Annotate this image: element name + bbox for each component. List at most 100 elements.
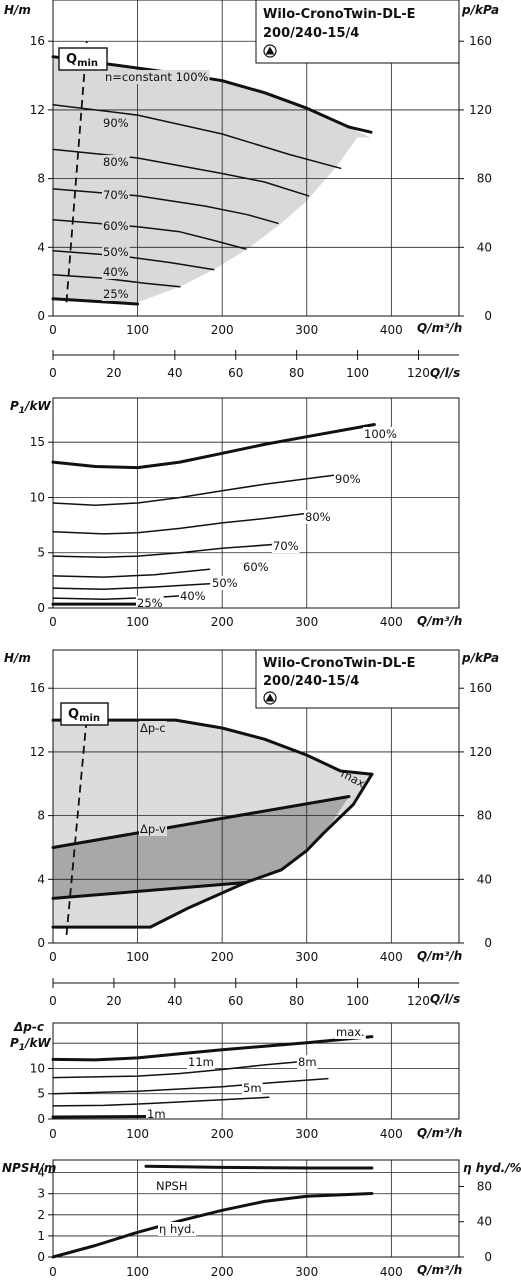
control-power-x-tick: 100: [126, 1127, 149, 1141]
head-y2-tick: 160: [469, 34, 492, 48]
efficiency-axis-label: η hyd./%: [463, 1161, 521, 1175]
control-x-tick: 300: [295, 950, 318, 964]
control-curve-label: Δp-c: [140, 721, 166, 735]
power-x-tick: 400: [380, 615, 403, 629]
head-y2-tick: 120: [469, 103, 492, 117]
efficiency-curve-label: η hyd.: [159, 1222, 195, 1236]
control-y2-tick: 120: [469, 745, 492, 759]
power-curve-1: [52, 472, 350, 506]
speed-curve-5: [52, 249, 215, 271]
control-power-curve-2: [52, 1061, 300, 1079]
flow-ls-axis-label: Q/l/s: [430, 366, 460, 380]
curve-label-bg: [104, 70, 210, 84]
control-power-label: 8m: [298, 1055, 317, 1069]
pressure-axis-label: p/kPa: [461, 3, 499, 17]
control-power-axis-label: P1/kW: [10, 1036, 51, 1053]
npsh-x-tick: 300: [295, 1265, 318, 1279]
power-x-tick: 300: [295, 615, 318, 629]
control-curve-0: [51, 718, 374, 776]
control-x-tick: 400: [380, 950, 403, 964]
flow-ls-2-tick: 60: [228, 994, 243, 1008]
control-power-x-tick: 0: [49, 1127, 57, 1141]
control-y-tick: 4: [37, 872, 45, 886]
power-curve-label: 50%: [212, 576, 238, 590]
npsh-y-tick: 0: [37, 1250, 45, 1264]
power-y-tick: 15: [30, 435, 45, 449]
curve-label-bg: [211, 576, 239, 590]
curve-label-bg: [272, 539, 300, 553]
flow-ls-tick: 80: [289, 366, 304, 380]
curve-label-bg: [158, 1222, 196, 1236]
flow-ls-axis: 0 20 40 60 80 100 120 Q/l/s: [49, 350, 460, 380]
flow-ls-2-tick: 100: [346, 994, 369, 1008]
control-power-flow-label: Q/m³/h: [417, 1126, 462, 1140]
curve-label-bg: [179, 589, 207, 603]
head-y2-tick: 0: [484, 309, 492, 323]
power-flow-axis-label: Q/m³/h: [417, 614, 462, 628]
curve-label-bg: [242, 1081, 263, 1095]
curve-label-bg: [242, 560, 270, 574]
npsh-flow-axis-label: Q/m³/h: [417, 1263, 462, 1277]
control-power-curve-3: [52, 1077, 329, 1095]
speed-curve-label: 80%: [103, 155, 129, 169]
head-y-tick: 8: [37, 172, 45, 186]
power-curve-label: 80%: [305, 510, 331, 524]
curve-label-bg: [102, 265, 130, 279]
curve-label-bg: [363, 427, 398, 441]
npsh-y2-tick: 80: [477, 1179, 492, 1193]
control-y2-tick: 160: [469, 681, 492, 695]
speed-curve-1: [52, 104, 342, 170]
control-flow-axis-label: Q/m³/h: [417, 949, 462, 963]
head-y2-tick: 40: [477, 240, 492, 254]
curve-label-bg: [187, 1055, 215, 1069]
control-chart-title: Wilo-CronoTwin-DL-E: [263, 656, 416, 671]
npsh-x-tick: 400: [380, 1265, 403, 1279]
control-power-frame: [52, 1022, 460, 1120]
flow-ls-tick: 100: [346, 366, 369, 380]
flow-ls-2-tick: 0: [49, 994, 57, 1008]
curve-label-bg: [335, 1025, 366, 1039]
flow-ls-axis-label-2: Q/l/s: [430, 992, 460, 1006]
control-power-y-tick: 0: [37, 1112, 45, 1126]
npsh-x-tick: 0: [49, 1265, 57, 1279]
power-curve-3: [52, 543, 283, 558]
curve-label-bg: [139, 822, 168, 836]
curve-label-bg: [102, 245, 130, 259]
control-power-chart: max. 11m 8m 5m 1m 0 100 200 300 400 0 5 10 Δp-c P1/…: [10, 1020, 462, 1141]
control-head-axis-label: H/m: [4, 651, 31, 665]
control-y-tick: 8: [37, 809, 45, 823]
control-power-x-tick: 200: [211, 1127, 234, 1141]
speed-curve-label: 60%: [103, 219, 129, 233]
power-y-tick: 0: [37, 601, 45, 615]
npsh-curve-label: NPSH: [156, 1179, 188, 1193]
npsh-y2-tick: 0: [484, 1250, 492, 1264]
head-x-tick: 100: [126, 323, 149, 337]
flow-ls-tick: 0: [49, 366, 57, 380]
pump-symbol-icon: [263, 44, 277, 58]
control-qmin-label: Qmin: [68, 707, 100, 724]
flow-ls-2-tick: 40: [167, 994, 182, 1008]
control-power-label: 5m: [243, 1081, 262, 1095]
power-curve-0: [51, 423, 376, 470]
speed-curve-label: 50%: [103, 245, 129, 259]
curve-label-bg: [136, 596, 164, 610]
head-x-tick: 200: [211, 323, 234, 337]
curve-label-bg: [297, 1055, 318, 1069]
power-flow-chart: 100% 90% 80% 70% 60% 50% 40% 25% 0 100 200 300 400 0…: [10, 397, 462, 629]
curve-label-bg: [334, 472, 362, 486]
head-y2-tick: 80: [477, 172, 492, 186]
speed-curve-label: 70%: [103, 188, 129, 202]
power-curve-label: 40%: [180, 589, 206, 603]
qmin-label-box: [58, 47, 108, 71]
control-y-tick: 12: [30, 745, 45, 759]
npsh-y-tick: 4: [37, 1166, 45, 1180]
control-power-label: 11m: [188, 1055, 214, 1069]
npsh-y2-tick: 40: [477, 1215, 492, 1229]
control-power-curve-5: [51, 1115, 148, 1119]
power-curve-label: 100%: [364, 427, 397, 441]
operating-range-area: [53, 56, 371, 303]
power-curve-2: [52, 512, 312, 535]
chart-title: Wilo-CronoTwin-DL-E: [263, 7, 416, 22]
